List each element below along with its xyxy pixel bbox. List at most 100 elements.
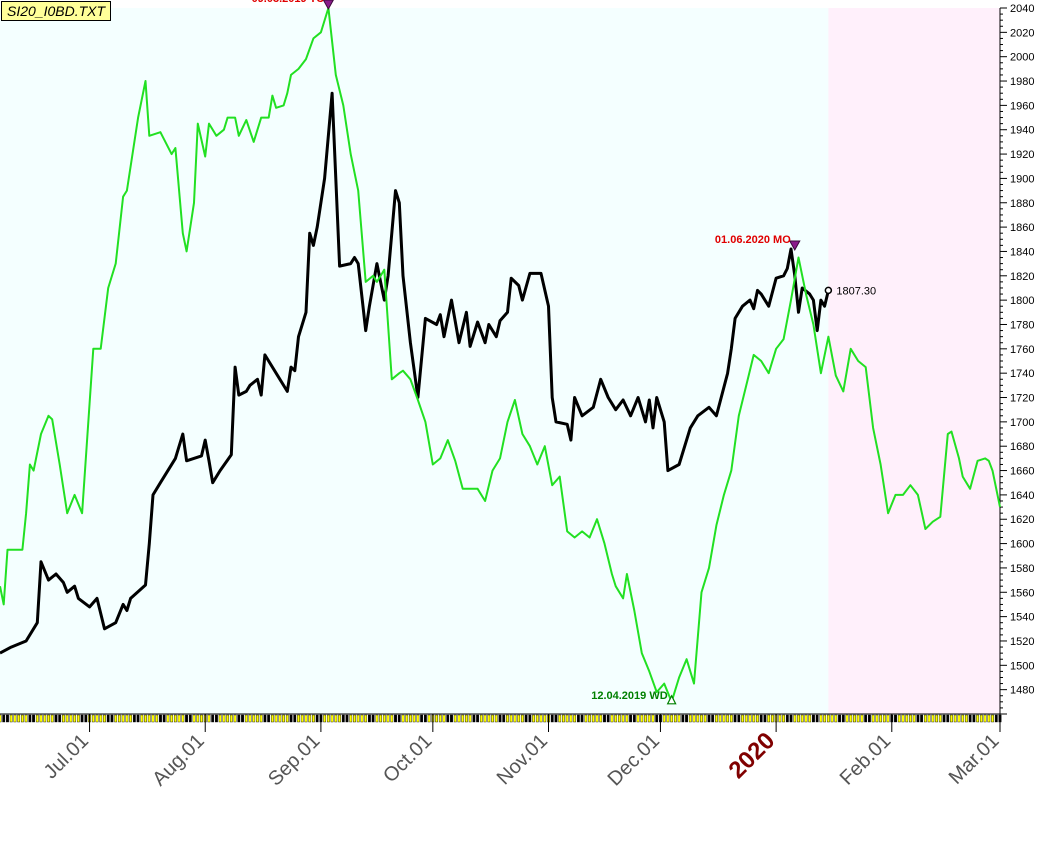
x-day-tick (99, 714, 103, 723)
x-day-tick (267, 714, 271, 723)
x-day-tick (397, 714, 401, 723)
x-tick-label: Sep.01 (264, 730, 324, 790)
x-day-tick (349, 714, 353, 723)
peak-marker (322, 0, 334, 11)
x-day-tick (487, 714, 491, 723)
x-day-tick (461, 714, 465, 723)
x-day-tick (375, 714, 379, 723)
x-day-tick (823, 714, 827, 723)
x-day-tick (558, 714, 562, 723)
x-day-tick (912, 714, 916, 723)
y-tick-label: 2000 (1010, 52, 1034, 64)
x-tick-label: 2020 (724, 727, 781, 784)
x-day-tick (946, 714, 950, 723)
x-day-tick (155, 714, 159, 723)
x-day-tick (785, 714, 789, 723)
x-day-tick (950, 714, 953, 723)
x-tick-label: Jul.01 (40, 730, 93, 783)
x-day-tick (345, 714, 349, 723)
x-day-tick (655, 714, 659, 723)
x-day-tick (379, 714, 382, 723)
x-day-tick (207, 714, 211, 723)
x-day-tick (69, 714, 73, 723)
x-day-tick (532, 714, 535, 723)
x-day-tick (920, 714, 924, 723)
x-day-tick (382, 714, 386, 723)
x-tick-label: Feb.01 (836, 730, 896, 790)
x-day-tick (666, 714, 670, 723)
x-day-tick (326, 714, 330, 723)
x-day-tick (498, 714, 502, 723)
x-day-tick (222, 714, 226, 723)
x-day-tick (681, 714, 685, 723)
x-day-tick (465, 714, 468, 723)
x-day-tick (211, 714, 215, 723)
x-day-tick (677, 714, 681, 723)
y-tick-label: 1740 (1010, 368, 1034, 380)
x-day-tick (200, 714, 203, 723)
x-day-tick (476, 714, 480, 723)
x-day-tick (6, 714, 9, 723)
x-day-tick (323, 714, 327, 723)
x-day-tick (882, 714, 886, 723)
x-day-tick (84, 714, 88, 723)
x-day-tick (312, 714, 315, 723)
x-day-tick (438, 714, 442, 723)
x-day-tick (241, 714, 244, 723)
y-tick-label: 1560 (1010, 587, 1034, 599)
x-day-tick (886, 714, 890, 723)
x-day-tick (252, 714, 256, 723)
x-day-tick (446, 714, 450, 723)
x-day-tick (688, 714, 692, 723)
x-day-tick (237, 714, 241, 723)
x-day-tick (942, 714, 946, 723)
x-day-tick (897, 714, 901, 723)
x-day-tick (830, 714, 834, 723)
x-day-tick (386, 714, 390, 723)
x-day-tick (741, 714, 744, 723)
x-day-tick (491, 714, 494, 723)
x-day-tick (707, 714, 711, 723)
x-tick-label: Mar.01 (945, 730, 1004, 789)
x-day-tick (618, 714, 621, 723)
x-day-tick (274, 714, 278, 723)
x-day-tick (278, 714, 282, 723)
x-day-tick (860, 714, 864, 723)
x-day-tick (405, 714, 409, 723)
x-day-tick (875, 714, 879, 723)
x-day-tick (737, 714, 741, 723)
x-day-tick (715, 714, 718, 723)
x-day-tick (752, 714, 756, 723)
x-day-tick (270, 714, 274, 723)
y-tick-label: 1480 (1010, 685, 1034, 697)
x-day-tick (524, 714, 528, 723)
x-day-tick (603, 714, 606, 723)
green-cycle-line (0, 7, 1001, 703)
y-tick-label: 1980 (1010, 76, 1034, 88)
x-day-tick (621, 714, 625, 723)
x-day-tick (696, 714, 700, 723)
x-day-tick (118, 714, 121, 723)
x-day-tick (394, 714, 397, 723)
y-tick-label: 1780 (1010, 319, 1034, 331)
x-day-tick (520, 714, 524, 723)
x-day-tick (285, 714, 289, 723)
x-day-tick (916, 714, 920, 723)
x-day-tick (804, 714, 808, 723)
y-tick-label: 1760 (1010, 344, 1034, 356)
x-day-tick (550, 714, 554, 723)
x-axis: Jul.01 Aug.01 Sep.01 Oct.01 Nov.01 Dec.01 2020… (0, 713, 1004, 790)
x-day-tick (569, 714, 573, 723)
x-day-tick (733, 714, 737, 723)
y-tick-label: 1540 (1010, 612, 1034, 624)
x-day-tick (718, 714, 722, 723)
x-day-tick (756, 714, 759, 723)
x-day-tick (293, 714, 297, 723)
x-day-tick (173, 714, 177, 723)
x-day-tick (793, 714, 797, 723)
x-day-tick (812, 714, 815, 723)
x-day-tick (416, 714, 420, 723)
x-day-tick (39, 714, 43, 723)
x-day-tick (390, 714, 394, 723)
y-tick-label: 1960 (1010, 100, 1034, 112)
